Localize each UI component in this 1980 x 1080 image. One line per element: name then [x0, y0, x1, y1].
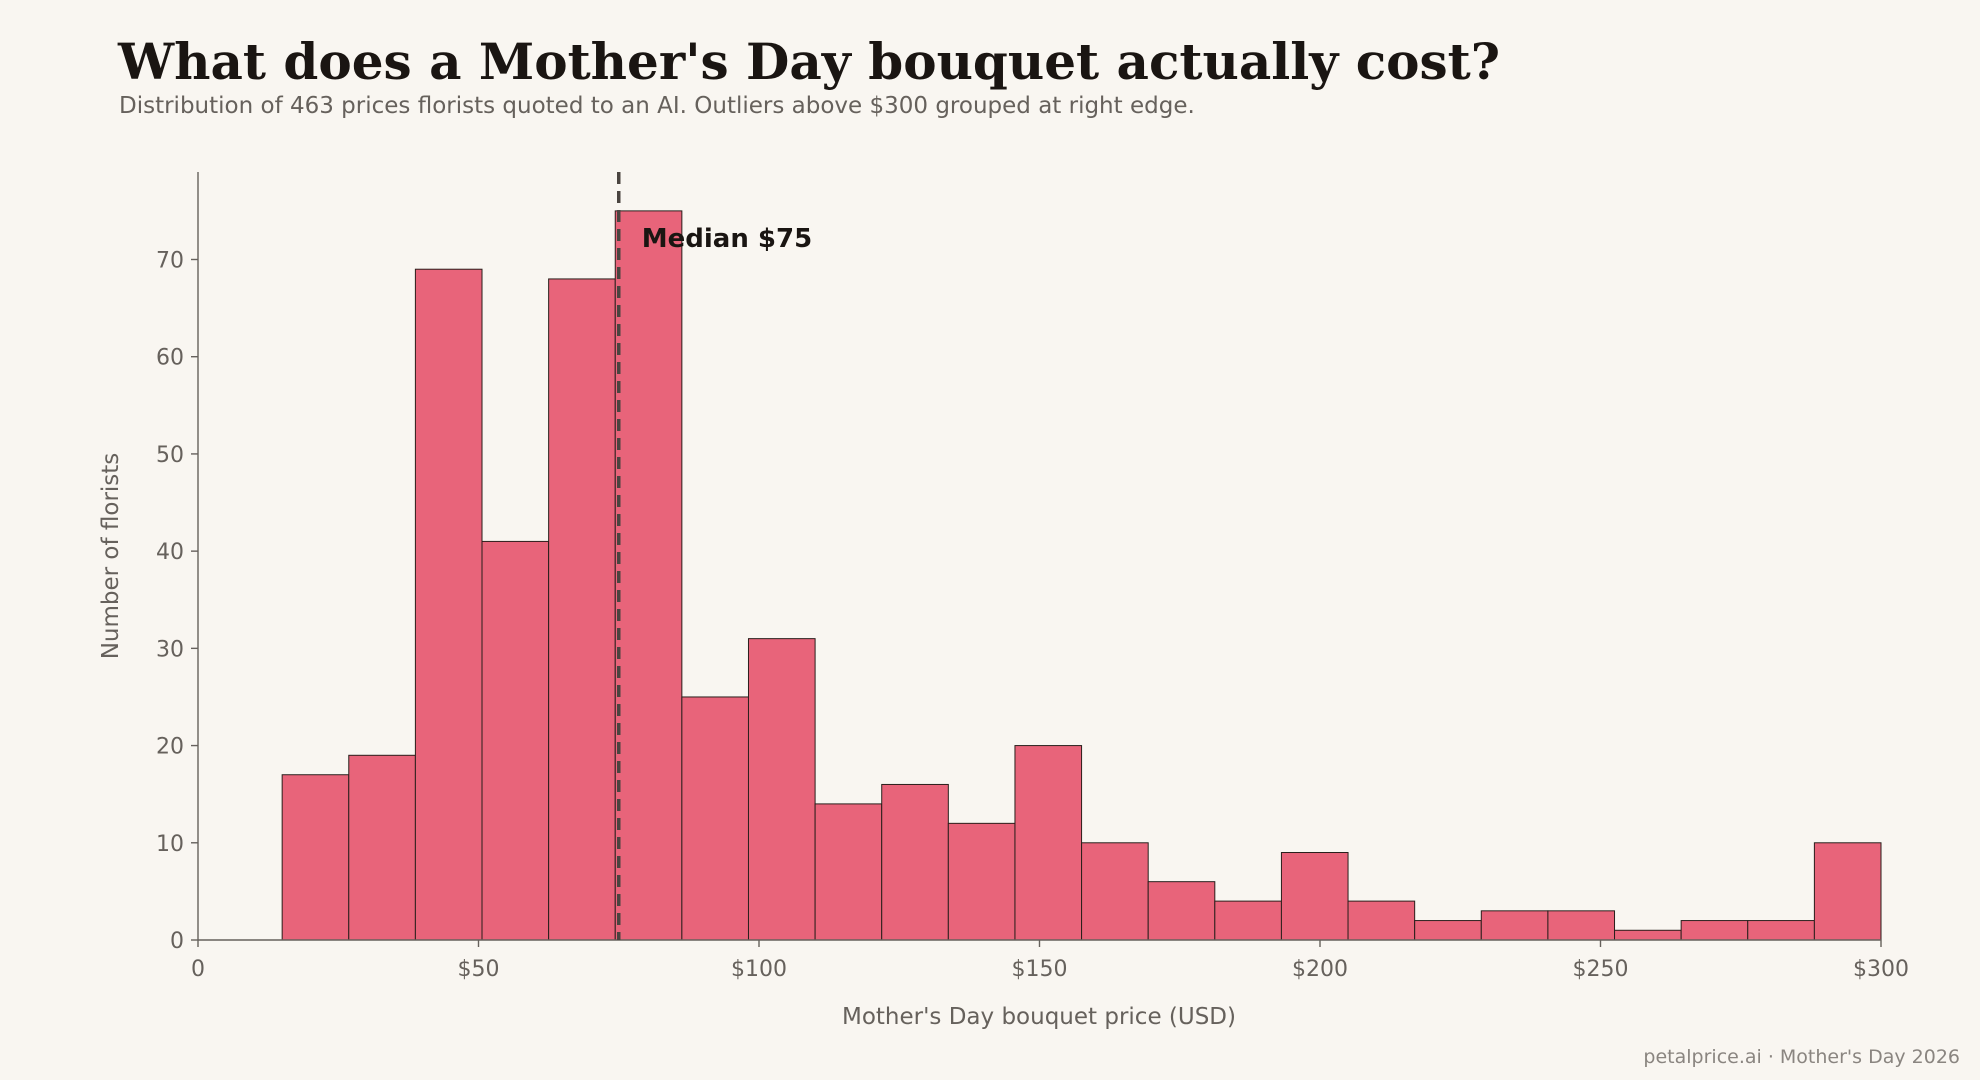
histogram-bar-7	[681, 696, 749, 941]
histogram-bar-14	[1147, 881, 1216, 941]
histogram-bar-21	[1614, 929, 1682, 941]
histogram-bar-2	[348, 754, 416, 941]
bars-layer	[281, 210, 1882, 941]
histogram-bar-19	[1480, 910, 1549, 941]
chart-subtitle: Distribution of 463 prices florists quot…	[119, 93, 1195, 119]
y-tick-label: 0	[170, 929, 184, 954]
histogram-bar-23	[1747, 920, 1815, 941]
y-tick-label: 60	[156, 346, 184, 371]
y-tick-label: 40	[156, 540, 184, 565]
x-tick-label: 0	[191, 957, 205, 982]
histogram-bar-13	[1081, 842, 1149, 941]
histogram-bar-3	[414, 268, 483, 941]
x-tick-label: $50	[458, 957, 500, 982]
y-tick-label: 10	[156, 832, 184, 857]
y-axis-title: Number of florists	[98, 453, 124, 660]
median-layer: Median $75	[617, 172, 812, 940]
histogram-bar-17	[1347, 900, 1416, 941]
histogram-bar-6	[614, 210, 683, 941]
y-tick-label: 50	[156, 443, 184, 468]
y-tick-label: 20	[156, 735, 184, 760]
histogram-bar-18	[1414, 920, 1482, 941]
histogram-bar-11	[947, 822, 1016, 941]
histogram-bar-9	[814, 803, 883, 941]
histogram-bar-16	[1280, 852, 1349, 941]
median-label: Median $75	[642, 224, 812, 254]
x-tick-label: $300	[1853, 957, 1909, 982]
y-tick-label: 30	[156, 637, 184, 662]
histogram-bar-15	[1214, 900, 1282, 941]
histogram-bar-1	[281, 774, 350, 941]
x-tick-label: $250	[1573, 957, 1629, 982]
histogram-bar-12	[1014, 745, 1083, 941]
axes-layer: 0 10 20 30 40 50 60 70 0 $50 $100 $150 $200 $250 $300	[156, 172, 1909, 982]
chart-footer: petalprice.ai · Mother's Day 2026	[1643, 1046, 1960, 1068]
y-tick-label: 70	[156, 248, 184, 273]
x-tick-label: $200	[1292, 957, 1348, 982]
histogram-bar-10	[881, 783, 949, 941]
histogram-bar-4	[481, 540, 550, 941]
histogram-bar-5	[548, 278, 616, 941]
x-tick-label: $150	[1012, 957, 1068, 982]
chart-title: What does a Mother's Day bouquet actuall…	[118, 32, 1501, 91]
x-tick-label: $100	[731, 957, 787, 982]
histogram-bar-22	[1680, 920, 1749, 941]
histogram-bar-20	[1547, 910, 1616, 941]
histogram-bar-8	[747, 638, 816, 941]
histogram-bar-24	[1813, 842, 1882, 941]
x-axis-title: Mother's Day bouquet price (USD)	[842, 1004, 1236, 1030]
